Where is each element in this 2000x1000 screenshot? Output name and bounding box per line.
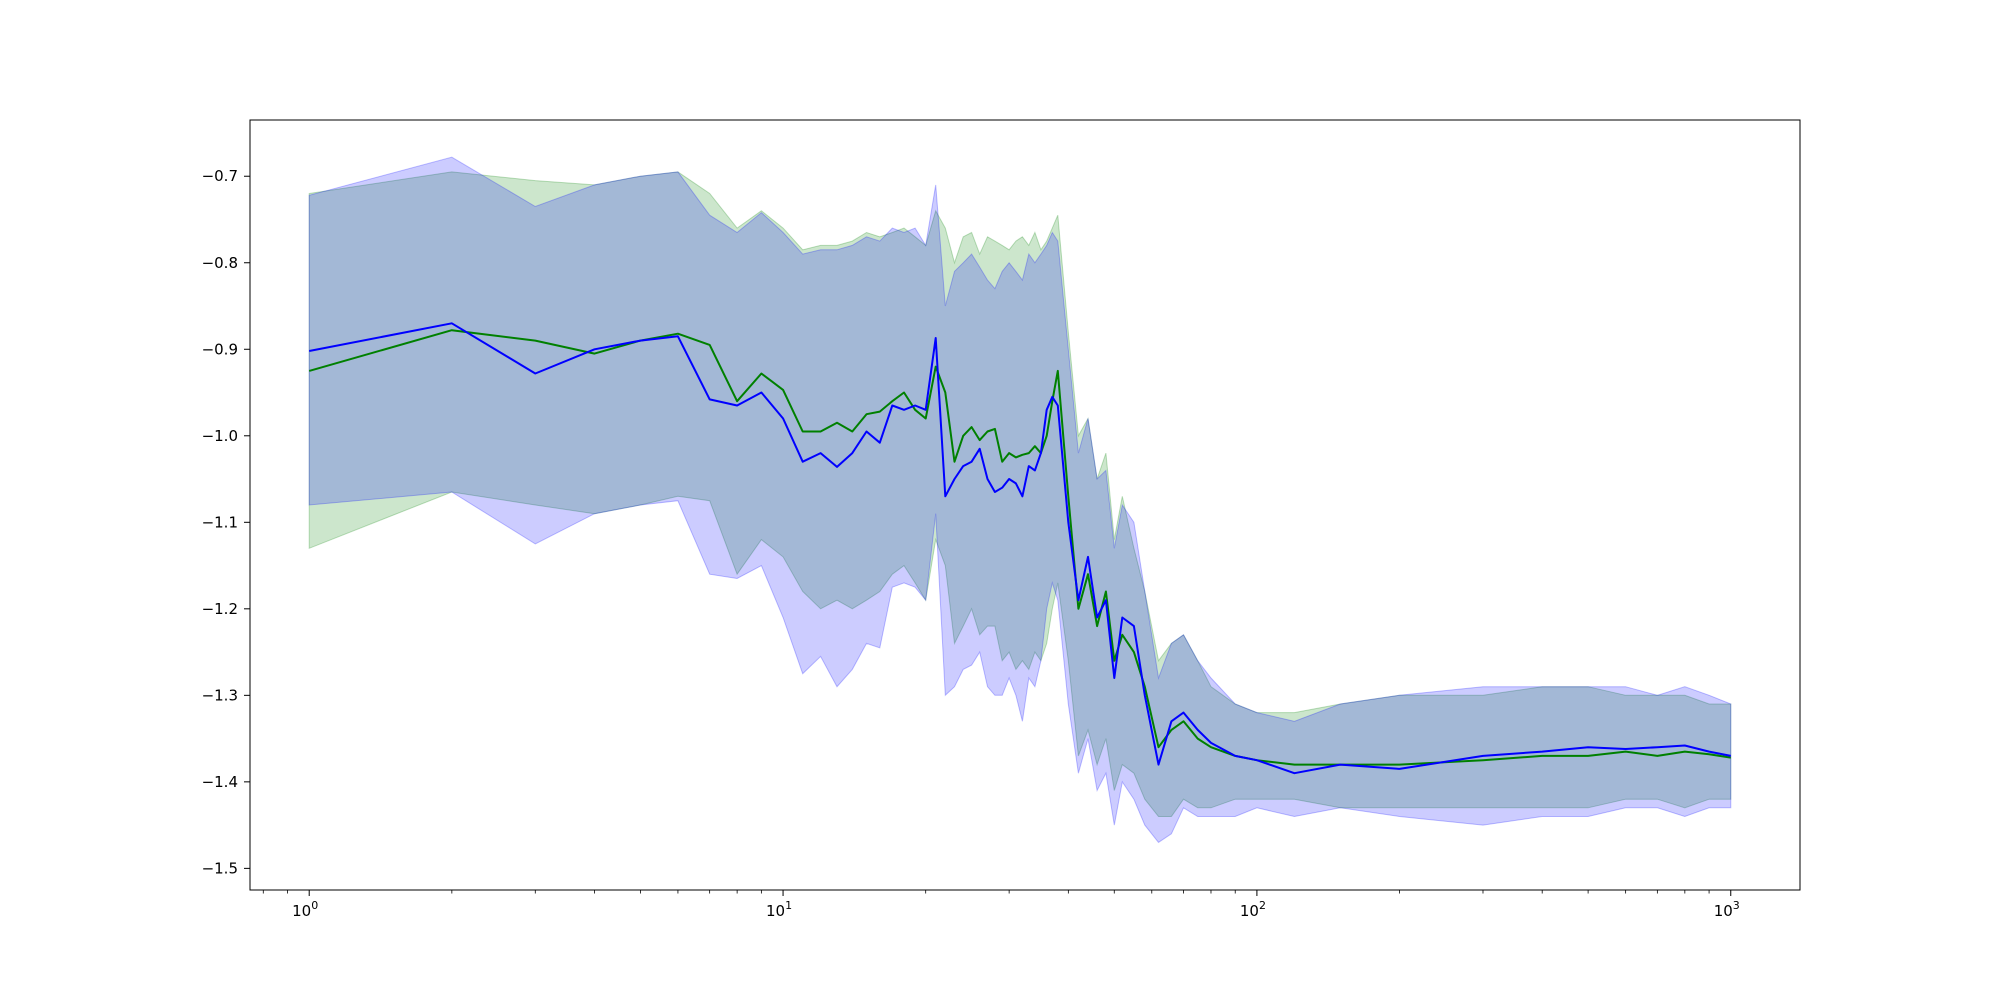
y-tick-label-7: −1.4 xyxy=(202,773,238,791)
plot-frame xyxy=(249,119,1801,891)
y-tick-label-6: −1.3 xyxy=(202,686,238,704)
y-tick-label-5: −1.2 xyxy=(202,600,238,618)
x-axis: 100 101 102 103 xyxy=(262,890,1740,920)
x-tick-label-3: 103 xyxy=(1714,899,1740,920)
x-tick-label-0: 100 xyxy=(292,899,318,920)
y-axis: −0.7 −0.8 −0.9 −1.0 −1.1 −1.2 −1.3 −1.4 −1.5 xyxy=(202,167,250,877)
x-tick-label-2: 102 xyxy=(1240,899,1266,920)
series-1-line xyxy=(309,322,1731,775)
series-0-band xyxy=(308,171,1732,817)
x-tick-label-1: 101 xyxy=(766,899,792,920)
y-tick-label-4: −1.1 xyxy=(202,513,238,531)
series-1-band xyxy=(308,156,1732,844)
confidence-bands xyxy=(308,156,1732,844)
y-tick-label-8: −1.5 xyxy=(202,859,238,877)
y-tick-label-3: −1.0 xyxy=(202,427,238,445)
y-tick-label-0: −0.7 xyxy=(202,167,238,185)
series-lines xyxy=(308,322,1731,775)
series-0-line xyxy=(308,329,1731,766)
y-tick-label-2: −0.9 xyxy=(202,340,238,358)
y-tick-label-1: −0.8 xyxy=(202,254,238,272)
